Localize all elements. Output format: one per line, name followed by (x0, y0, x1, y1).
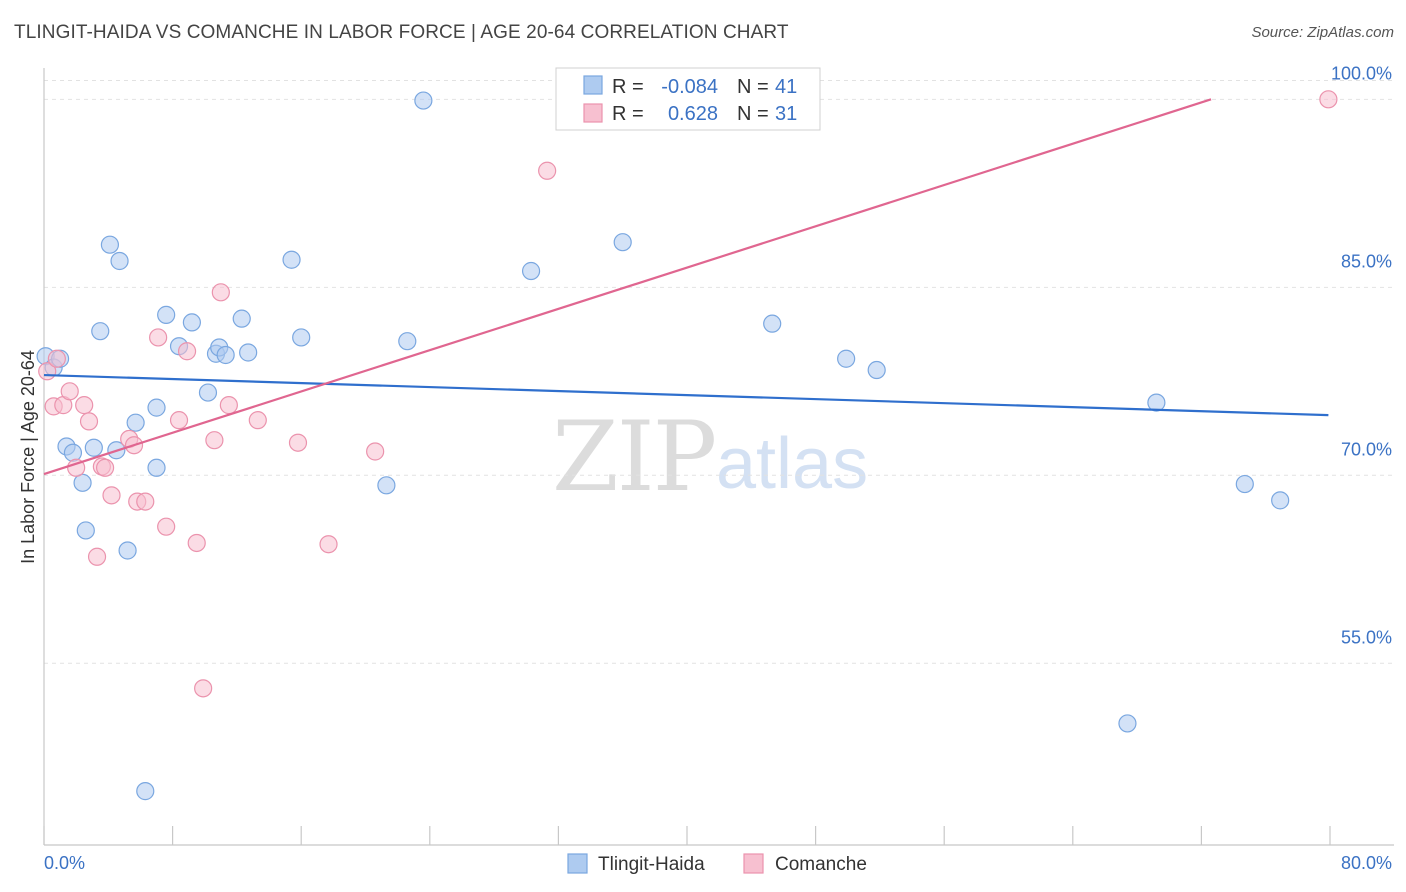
point-tlingit-haida (76, 521, 95, 540)
point-comanche (60, 382, 79, 401)
point-comanche (75, 396, 94, 415)
point-comanche (219, 396, 238, 415)
point-tlingit-haida (292, 328, 311, 347)
point-comanche (177, 342, 197, 361)
point-tlingit-haida (136, 782, 155, 801)
point-comanche (319, 535, 338, 554)
gridlines (44, 80, 1394, 664)
point-comanche (169, 411, 189, 430)
point-tlingit-haida (239, 343, 258, 362)
point-comanche (187, 533, 206, 553)
legend-r-label-2: R = (612, 103, 644, 125)
series-legend-swatch-comanche (743, 853, 764, 874)
point-comanche (248, 411, 267, 430)
point-tlingit-haida (63, 443, 83, 462)
point-tlingit-haida (198, 383, 218, 402)
x-tick-label-min: 0.0% (44, 853, 85, 873)
series-legend-swatch-tlingit (567, 853, 588, 874)
point-tlingit-haida (147, 398, 166, 417)
series-legend-label-comanche: Comanche (775, 854, 867, 875)
legend-swatch-comanche (583, 103, 603, 123)
point-tlingit-haida (91, 322, 110, 341)
y-axis-title: In Labor Force | Age 20-64 (18, 350, 38, 564)
point-comanche (538, 161, 557, 180)
point-tlingit-haida (867, 360, 886, 380)
trend-line-tlingit-haida (43, 373, 1329, 417)
axes (43, 68, 1394, 846)
y-tick-label: 70.0% (1341, 439, 1392, 459)
point-comanche (95, 458, 115, 477)
watermark-zip: ZIP (552, 401, 715, 513)
x-tick-label-max: 80.0% (1341, 853, 1392, 873)
y-tick-labels: 55.0% 70.0% 85.0% 100.0% (1331, 63, 1392, 647)
legend-n-value-1: 41 (775, 76, 797, 98)
point-comanche (211, 283, 230, 302)
series-legend: Tlingit-Haida Comanche (567, 853, 867, 875)
point-tlingit-haida (118, 541, 137, 560)
point-tlingit-haida (157, 305, 176, 324)
point-tlingit-haida (100, 235, 120, 254)
y-tick-label: 55.0% (1341, 627, 1392, 647)
legend-n-label-1: N = (737, 76, 769, 98)
legend-r-value-1: -0.084 (661, 76, 718, 98)
point-tlingit-haida (73, 473, 92, 492)
legend-r-value-2: 0.628 (668, 103, 718, 125)
point-tlingit-haida (126, 413, 145, 432)
point-comanche (149, 328, 168, 347)
point-tlingit-haida (1118, 714, 1137, 733)
point-comanche (205, 431, 224, 450)
point-tlingit-haida (398, 332, 417, 351)
watermark-atlas: atlas (716, 424, 868, 504)
point-tlingit-haida (84, 438, 103, 457)
x-ticks (43, 826, 1331, 845)
series-legend-label-tlingit: Tlingit-Haida (598, 854, 705, 875)
point-comanche (136, 492, 155, 511)
point-comanche (194, 679, 213, 698)
source-label: Source: ZipAtlas.com (1251, 24, 1394, 41)
point-tlingit-haida (613, 233, 632, 252)
point-tlingit-haida (216, 345, 235, 365)
point-comanche (47, 349, 66, 368)
point-tlingit-haida (1271, 491, 1290, 510)
point-tlingit-haida (110, 251, 129, 271)
legend-n-value-2: 31 (775, 103, 797, 125)
point-tlingit-haida (414, 91, 433, 110)
point-comanche (102, 486, 121, 505)
point-tlingit-haida (182, 313, 201, 332)
point-comanche (1319, 90, 1338, 109)
point-tlingit-haida (377, 476, 396, 495)
legend-r-label-1: R = (612, 76, 644, 98)
y-tick-label: 100.0% (1331, 63, 1392, 83)
point-tlingit-haida (1235, 474, 1254, 494)
y-tick-label: 85.0% (1341, 251, 1392, 271)
point-comanche (67, 458, 86, 477)
point-tlingit-haida (282, 250, 301, 269)
point-tlingit-haida (763, 314, 782, 333)
legend-swatch-tlingit (583, 75, 603, 95)
point-comanche (366, 442, 385, 461)
chart-title: TLINGIT-HAIDA VS COMANCHE IN LABOR FORCE… (14, 22, 789, 43)
point-tlingit-haida (1147, 393, 1166, 412)
point-comanche (288, 433, 308, 452)
point-tlingit-haida (147, 458, 166, 477)
point-comanche (87, 547, 107, 566)
legend-n-label-2: N = (737, 103, 769, 125)
point-tlingit-haida (837, 349, 856, 368)
point-tlingit-haida (232, 309, 251, 328)
trend-line-comanche (43, 98, 1212, 476)
stats-legend: R = -0.084 N = 41 R = 0.628 N = 31 (555, 67, 821, 131)
point-comanche (79, 412, 99, 431)
point-tlingit-haida (521, 261, 541, 281)
point-comanche (157, 517, 176, 536)
trend-lines (43, 98, 1329, 476)
